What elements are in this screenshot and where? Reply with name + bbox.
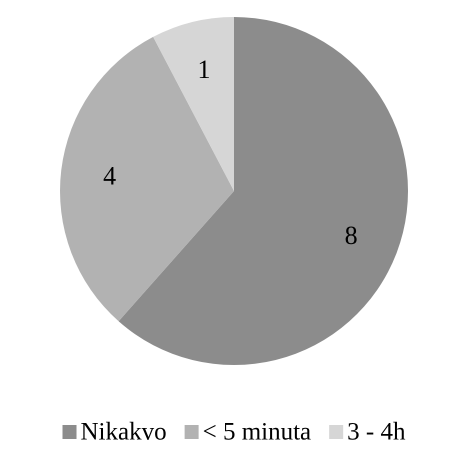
pie-slices: [60, 17, 409, 366]
legend-swatch-1: [62, 425, 77, 439]
legend-label-1: Nikakvo: [81, 419, 167, 446]
legend: Nikakvo < 5 minuta 3 - 4h: [62, 419, 406, 446]
legend-item-1: Nikakvo: [62, 419, 167, 446]
pie-data-labels: 8 4 1: [103, 55, 358, 250]
legend-swatch-2: [184, 425, 199, 439]
legend-item-3: 3 - 4h: [329, 419, 406, 446]
legend-item-2: < 5 minuta: [184, 419, 312, 446]
legend-label-3: 3 - 4h: [347, 419, 406, 446]
pie-slice-2: [60, 36, 235, 322]
pie-slice-3: [153, 17, 234, 191]
legend-label-2: < 5 minuta: [203, 419, 312, 446]
legend-swatch-3: [329, 425, 344, 439]
data-label-1: 8: [345, 221, 358, 250]
data-label-3: 1: [198, 55, 211, 84]
data-label-2: 4: [103, 161, 116, 190]
pie-slice-1: [118, 17, 409, 366]
